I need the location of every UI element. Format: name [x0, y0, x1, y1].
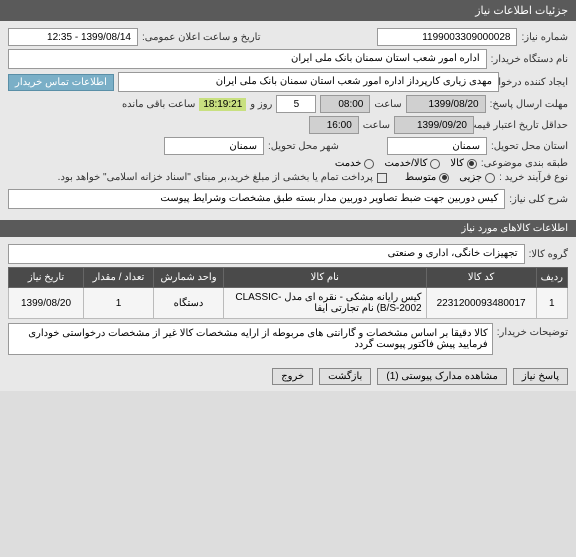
- public-date-label: تاریخ و ساعت اعلان عمومی:: [142, 32, 261, 43]
- radio-small[interactable]: [485, 173, 495, 183]
- col-name: نام کالا: [224, 268, 427, 288]
- radio-small-label: جزیی: [459, 172, 482, 183]
- process-label: نوع فرآیند خرید :: [499, 172, 568, 183]
- buyer-notes: کالا دقیقا بر اساس مشخصات و گارانتی های …: [8, 323, 493, 355]
- countdown-timer: 18:19:21: [199, 98, 246, 111]
- attachments-button[interactable]: مشاهده مدارک پیوستی (1): [377, 368, 507, 385]
- buyer-org-value: اداره امور شعب استان سمنان بانک ملی ایرا…: [8, 49, 487, 69]
- group-label: گروه کالا:: [529, 249, 568, 260]
- cell-date: 1399/08/20: [9, 288, 84, 319]
- col-unit: واحد شمارش: [154, 268, 224, 288]
- treasury-warning: پرداخت تمام یا بخشی از مبلغ خرید،بر مبنا…: [58, 172, 373, 183]
- radio-goods-label: کالا: [450, 158, 464, 169]
- public-date-value: 1399/08/14 - 12:35: [8, 28, 138, 46]
- process-radios: جزیی متوسط: [405, 172, 495, 183]
- treasury-checkbox[interactable]: [377, 173, 387, 183]
- cell-index: 1: [536, 288, 567, 319]
- delivery-city: سمنان: [164, 137, 264, 155]
- need-number-label: شماره نیاز:: [521, 32, 568, 43]
- radio-medium[interactable]: [439, 173, 449, 183]
- col-code: کد کالا: [426, 268, 536, 288]
- radio-goods[interactable]: [467, 159, 477, 169]
- classification-label: طبقه بندی موضوعی:: [481, 158, 568, 169]
- time-label-2: ساعت: [363, 120, 390, 131]
- col-date: تاریخ نیاز: [9, 268, 84, 288]
- timer-label: ساعت باقی مانده: [122, 99, 195, 110]
- desc-label: شرح کلی نیاز:: [509, 194, 568, 205]
- delivery-province-label: استان محل تحویل:: [491, 141, 568, 152]
- radio-service-label: خدمت: [335, 158, 362, 169]
- items-section-title: اطلاعات کالاهای مورد نیاز: [0, 220, 576, 237]
- delivery-province: سمنان: [387, 137, 487, 155]
- radio-service[interactable]: [364, 159, 374, 169]
- radio-goods-service-label: کالا/خدمت: [384, 158, 427, 169]
- validity-label: حداقل تاریخ اعتبار قیمت: تا تاریخ:: [478, 120, 568, 131]
- cell-name: کیس رایانه مشکی - نقره ای مدل CLASSIC-(B…: [224, 288, 427, 319]
- items-table: ردیف کد کالا نام کالا واحد شمارش تعداد /…: [8, 267, 568, 319]
- requester-value: مهدی زیاری کارپرداز اداره امور شعب استان…: [118, 72, 499, 92]
- reply-button[interactable]: پاسخ نیاز: [513, 368, 568, 385]
- requester-label: ایجاد کننده درخواست:: [503, 77, 568, 88]
- cell-unit: دستگاه: [154, 288, 224, 319]
- contact-buyer-button[interactable]: اطلاعات تماس خریدار: [8, 74, 114, 91]
- cell-qty: 1: [84, 288, 154, 319]
- time-label-1: ساعت: [374, 99, 401, 110]
- deadline-label: مهلت ارسال پاسخ:: [490, 99, 568, 110]
- table-row[interactable]: 1 2231200093480017 کیس رایانه مشکی - نقر…: [9, 288, 568, 319]
- deadline-time: 08:00: [320, 95, 370, 113]
- buyer-notes-label: توضیحات خریدار:: [497, 323, 568, 338]
- validity-time: 16:00: [309, 116, 359, 134]
- col-qty: تعداد / مقدار: [84, 268, 154, 288]
- days-label: روز و: [250, 99, 272, 110]
- window-title: جزئیات اطلاعات نیاز: [0, 0, 576, 21]
- cell-code: 2231200093480017: [426, 288, 536, 319]
- col-index: ردیف: [536, 268, 567, 288]
- desc-value: کیس دوربین جهت ضبط تصاویر دوربین مدار بس…: [8, 189, 505, 209]
- deadline-date: 1399/08/20: [406, 95, 486, 113]
- validity-date: 1399/09/20: [394, 116, 474, 134]
- classification-radios: کالا کالا/خدمت خدمت: [335, 158, 477, 169]
- exit-button[interactable]: خروج: [272, 368, 313, 385]
- delivery-city-label: شهر محل تحویل:: [268, 141, 339, 152]
- radio-medium-label: متوسط: [405, 172, 436, 183]
- group-value: تجهیزات خانگی، اداری و صنعتی: [8, 244, 525, 264]
- buyer-org-label: نام دستگاه خریدار:: [491, 54, 568, 65]
- days-value: 5: [276, 95, 316, 113]
- back-button[interactable]: بازگشت: [319, 368, 371, 385]
- radio-goods-service[interactable]: [430, 159, 440, 169]
- need-number-value: 1199003309000028: [377, 28, 517, 46]
